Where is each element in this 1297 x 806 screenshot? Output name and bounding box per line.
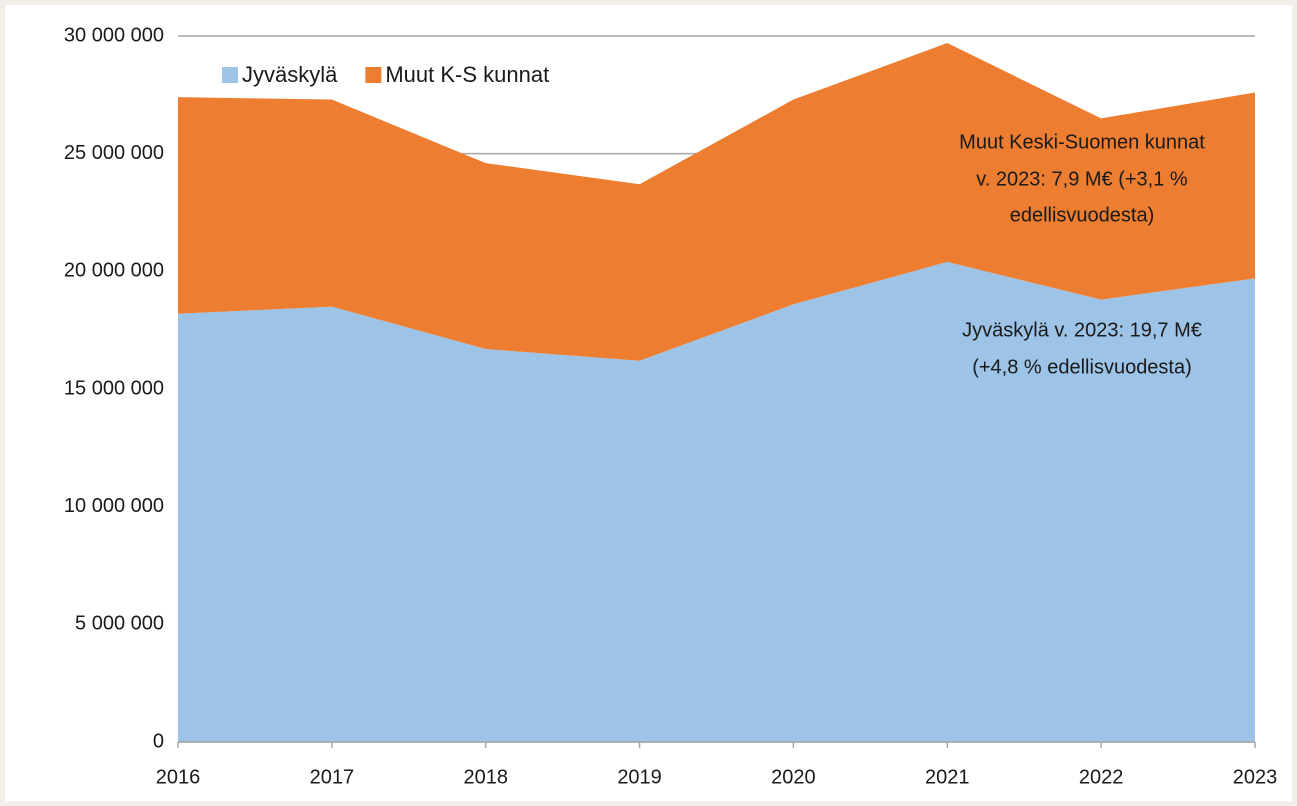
annotation: edellisvuodesta) (1010, 204, 1155, 226)
x-tick-label: 2017 (310, 766, 355, 788)
y-tick-label: 25 000 000 (64, 142, 164, 164)
y-tick-label: 5 000 000 (75, 613, 164, 635)
x-tick-label: 2018 (463, 766, 508, 788)
x-tick-label: 2016 (156, 766, 201, 788)
x-tick-label: 2023 (1233, 766, 1278, 788)
annotation: v. 2023: 7,9 M€ (+3,1 % (976, 168, 1188, 190)
annotation: (+4,8 % edellisvuodesta) (972, 356, 1192, 378)
x-tick-label: 2020 (771, 766, 816, 788)
area (178, 43, 1255, 361)
annotation: Jyväskylä v. 2023: 19,7 M€ (962, 319, 1202, 341)
y-tick-label: 20 000 000 (64, 260, 164, 282)
legend-swatch (365, 67, 382, 83)
y-tick-label: 10 000 000 (64, 495, 164, 517)
y-tick-label: 15 000 000 (64, 377, 164, 399)
area (178, 261, 1255, 742)
x-tick-label: 2022 (1079, 766, 1124, 788)
legend-swatch (222, 67, 238, 83)
legend-label: Jyväskylä (242, 62, 338, 87)
x-tick-label: 2021 (925, 766, 970, 788)
annotation: Muut Keski-Suomen kunnat (959, 131, 1205, 153)
y-tick-label: 0 (153, 730, 164, 752)
legend-label: Muut K-S kunnat (385, 62, 549, 87)
x-tick-label: 2019 (617, 766, 662, 788)
y-tick-label: 30 000 000 (64, 24, 164, 46)
